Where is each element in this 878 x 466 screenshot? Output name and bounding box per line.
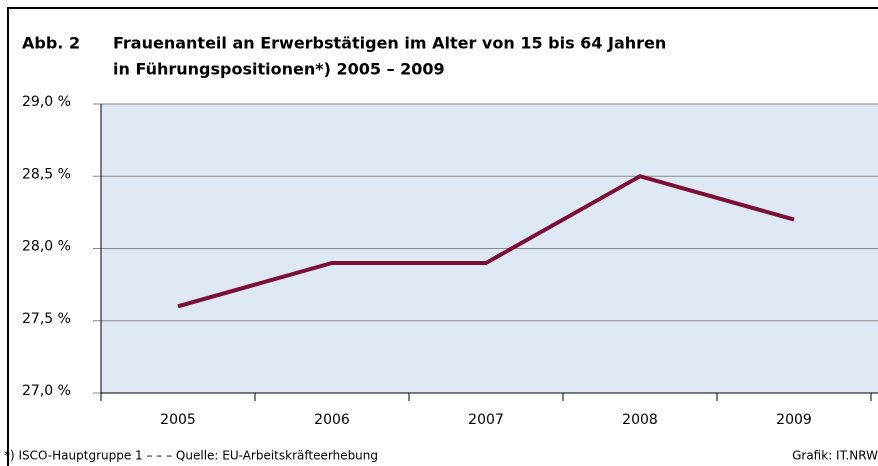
footnote: *) ISCO-Hauptgruppe 1 – – – Quelle: EU-A… [4,449,378,463]
y-tick-label: 28,5 % [22,166,71,182]
data-line [177,174,795,309]
credit: Grafik: IT.NRW [792,449,878,463]
x-tick-label: 2008 [622,412,658,428]
y-tick-label: 29,0 % [22,94,71,110]
x-tick-label: 2006 [314,412,350,428]
y-tick-label: 27,5 % [22,311,71,327]
chart-title: in Führungspositionen*) 2005 – 2009 [113,60,445,79]
y-tick-label: 27,0 % [22,383,71,399]
figure-label: Abb. 2 [22,34,80,53]
frame [7,7,878,466]
x-tick-label: 2005 [160,412,196,428]
x-tick-label: 2009 [776,412,812,428]
x-tick-label: 2007 [468,412,504,428]
chart-title: Frauenanteil an Erwerbstätigen im Alter … [113,34,666,53]
y-tick-label: 28,0 % [22,239,71,255]
